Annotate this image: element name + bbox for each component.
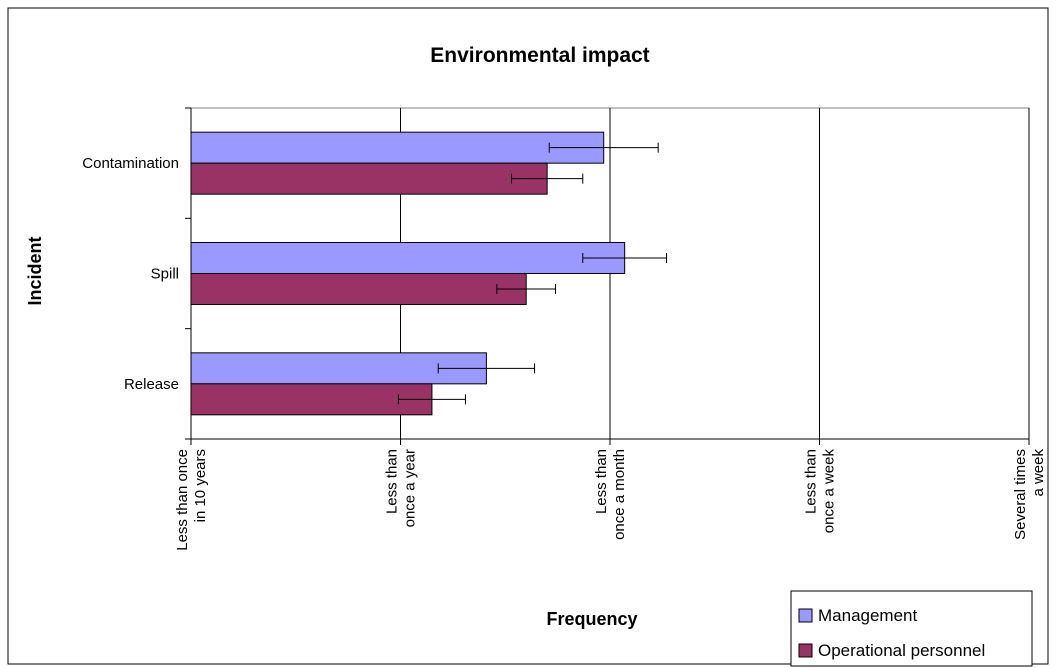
y-tick-label: Spill <box>151 266 179 283</box>
y-axis-ticks: Contamination Spill Release <box>82 107 191 440</box>
x-axis-ticks: Less than once in 10 years Less than once a… <box>174 439 1047 551</box>
x-tick-label-line: Less than <box>384 449 401 514</box>
x-tick-label-line: in 10 years <box>192 449 209 522</box>
x-tick-label-line: Less than once <box>174 449 191 551</box>
legend-label: Operational personnel <box>818 641 985 660</box>
legend-swatch <box>798 608 813 623</box>
bar-operational-personnel <box>190 162 548 195</box>
y-axis-title: Incident <box>25 236 45 305</box>
bars <box>190 131 626 416</box>
x-tick-label-line: once a year <box>402 449 419 527</box>
bar-management <box>190 242 626 274</box>
x-tick-label-line: Less than <box>593 449 610 514</box>
bar-management <box>190 352 487 385</box>
x-tick-label: Less than once a month <box>593 449 628 540</box>
legend: Management Operational personnel <box>790 590 1033 667</box>
legend-swatch <box>798 643 813 658</box>
chart-title: Environmental impact <box>430 44 649 67</box>
x-tick-label-line: a week <box>1030 449 1047 497</box>
error-bars <box>397 142 668 405</box>
legend-label: Management <box>818 606 918 625</box>
y-tick-label: Contamination <box>82 155 179 172</box>
x-tick-label: Less than once a year <box>384 449 419 527</box>
x-tick-label: Less than once in 10 years <box>174 449 209 551</box>
bar-operational-personnel <box>190 383 433 416</box>
y-tick-label: Release <box>124 376 179 393</box>
x-tick-label: Less than once a week <box>803 449 838 534</box>
bar-management <box>190 131 605 164</box>
x-tick-label-line: Several times <box>1012 449 1029 540</box>
x-tick-label-line: Less than <box>803 449 820 514</box>
legend-box <box>790 590 1033 667</box>
x-axis-title: Frequency <box>546 609 637 629</box>
x-tick-label-line: once a week <box>821 449 838 534</box>
bar-operational-personnel <box>190 273 527 305</box>
x-tick-label: Several times a week <box>1012 449 1047 540</box>
x-tick-label-line: once a month <box>611 449 628 540</box>
